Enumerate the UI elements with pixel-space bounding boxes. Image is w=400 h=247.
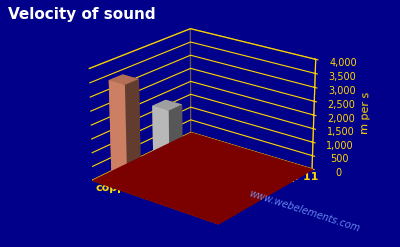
Text: Velocity of sound: Velocity of sound <box>8 7 156 22</box>
Text: www.webelements.com: www.webelements.com <box>248 189 362 234</box>
